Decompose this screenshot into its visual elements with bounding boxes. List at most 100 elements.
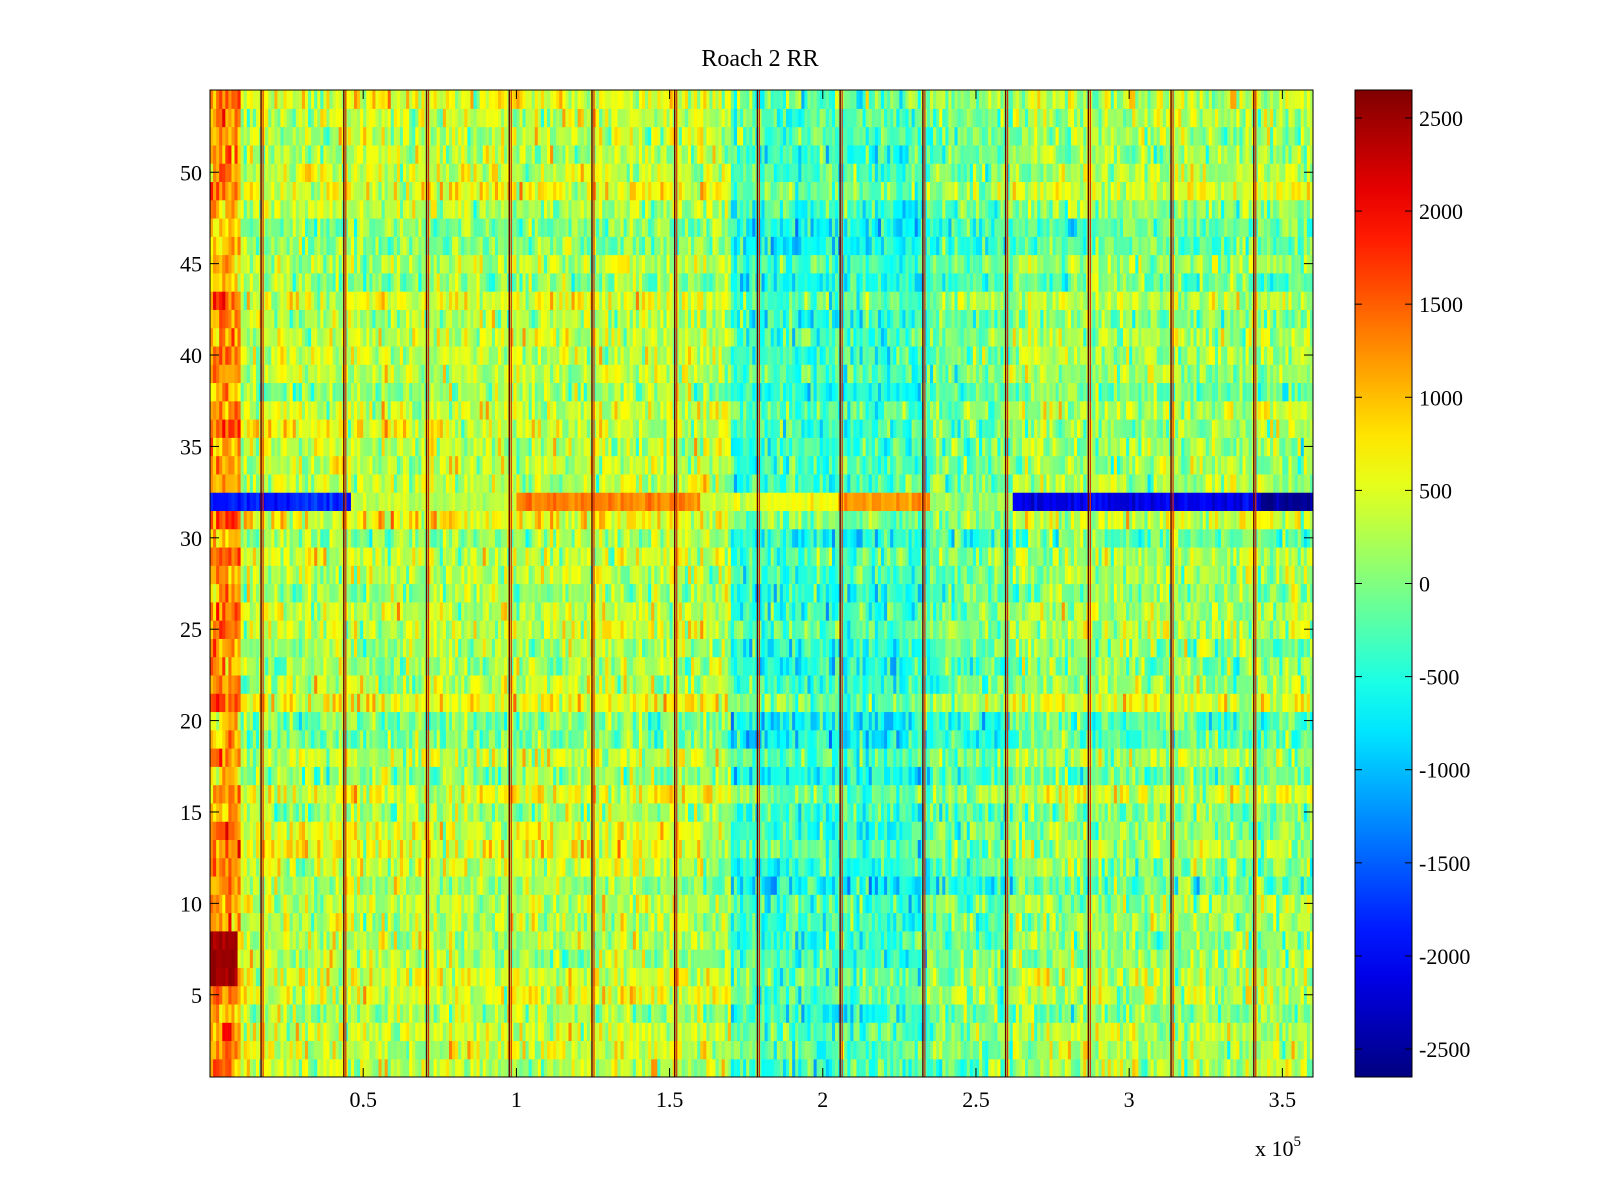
heatmap-cell (669, 1040, 674, 1060)
heatmap-cell (1074, 1040, 1078, 1060)
heatmap-cell (782, 1058, 787, 1077)
heatmap-cell (231, 1040, 236, 1060)
heatmap-cell (880, 1022, 885, 1042)
heatmap-cell (835, 1022, 839, 1042)
heatmap-cell (730, 1040, 735, 1060)
heatmap-cell (847, 1040, 851, 1060)
heatmap-cell (448, 1040, 453, 1060)
heatmap-cell (409, 1022, 413, 1042)
heatmap-cell (427, 1003, 432, 1023)
heatmap-cell (210, 1003, 214, 1023)
heatmap-cell (274, 1003, 278, 1023)
heatmap-cell (458, 1003, 462, 1023)
heatmap-cell (660, 1058, 665, 1077)
heatmap-cell (519, 1040, 524, 1060)
heatmap-cell (1083, 1040, 1087, 1060)
heatmap-cell (862, 1022, 867, 1042)
heatmap-cell (1147, 1058, 1152, 1077)
heatmap-cell (243, 1058, 248, 1077)
heatmap-cell (718, 1040, 723, 1060)
heatmap-cell (237, 1040, 242, 1060)
heatmap-cell (1175, 1022, 1179, 1042)
heatmap-cell (430, 1022, 435, 1042)
heatmap-cell (914, 1058, 919, 1077)
heatmap-cell (1092, 1022, 1097, 1042)
heatmap-cell (559, 1022, 563, 1042)
heatmap-cell (1178, 1040, 1182, 1060)
heatmap-cell (1306, 1022, 1311, 1042)
heatmap-cell (580, 1058, 585, 1077)
heatmap-cell (240, 1022, 245, 1042)
heatmap-cell (519, 1058, 524, 1077)
heatmap-cell (816, 1022, 821, 1042)
heatmap-cell (592, 1003, 597, 1023)
heatmap-cell (620, 1058, 625, 1077)
heatmap-cell (948, 1022, 953, 1042)
heatmap-cell (871, 1040, 876, 1060)
heatmap-cell (335, 1003, 340, 1023)
heatmap-cell (1273, 1058, 1277, 1077)
heatmap-cell (807, 1022, 812, 1042)
heatmap-cell (317, 1003, 321, 1023)
heatmap-cell (1165, 1040, 1170, 1060)
heatmap-cell (461, 1003, 465, 1023)
heatmap-cell (666, 1040, 671, 1060)
heatmap-cell (534, 1040, 539, 1060)
heatmap-cell (1224, 1040, 1228, 1060)
heatmap-cell (314, 1003, 318, 1023)
heatmap-cell (651, 1040, 655, 1060)
heatmap-cell (675, 1022, 680, 1042)
heatmap-cell (409, 1058, 413, 1077)
heatmap-cell (1132, 1040, 1136, 1060)
heatmap-cell (1135, 1040, 1139, 1060)
heatmap-cell (372, 1040, 377, 1060)
heatmap-cell (338, 1003, 343, 1023)
heatmap-cell (216, 1003, 220, 1023)
heatmap-cell (464, 1003, 468, 1023)
heatmap-cell (801, 1022, 805, 1042)
heatmap-cell (580, 1003, 585, 1023)
heatmap-cell (1285, 1040, 1290, 1060)
heatmap-cell (249, 1040, 254, 1060)
heatmap-cell (295, 1040, 300, 1060)
heatmap-cell (479, 1040, 484, 1060)
heatmap-cell (298, 1058, 303, 1077)
heatmap-cell (954, 1040, 959, 1060)
heatmap-cell (513, 1003, 517, 1023)
heatmap-cell (583, 1058, 588, 1077)
heatmap-cell (363, 1003, 367, 1023)
heatmap-cell (317, 1058, 321, 1077)
heatmap-cell (1211, 1022, 1216, 1042)
heatmap-cell (896, 1040, 900, 1060)
heatmap-cell (384, 1003, 389, 1023)
heatmap-cell (418, 1022, 422, 1042)
heatmap-cell (988, 1058, 992, 1077)
heatmap-cell (252, 1003, 257, 1023)
heatmap-cell (877, 1040, 882, 1060)
heatmap-cell (727, 1040, 732, 1060)
heatmap-cell (865, 1022, 870, 1042)
heatmap-cell (1300, 1022, 1305, 1042)
heatmap-cell (461, 1022, 465, 1042)
heatmap-cell (960, 1058, 965, 1077)
heatmap-cell (452, 1040, 456, 1060)
heatmap-cell (534, 1058, 539, 1077)
heatmap-cell (1288, 1022, 1293, 1042)
heatmap-cell (586, 1058, 591, 1077)
heatmap-cell (1193, 1058, 1198, 1077)
heatmap-cell (936, 1058, 940, 1077)
heatmap-cell (715, 1022, 720, 1042)
heatmap-cell (409, 1040, 413, 1060)
heatmap-cell (1040, 1040, 1044, 1060)
heatmap-cell (1098, 1040, 1103, 1060)
heatmap-cell (338, 1058, 343, 1077)
heatmap-cell (286, 1022, 291, 1042)
heatmap-cell (749, 1040, 753, 1060)
heatmap-cell (1095, 1058, 1100, 1077)
heatmap-cell (1024, 1040, 1029, 1060)
heatmap-cell (945, 1040, 949, 1060)
heatmap-cell (403, 1003, 407, 1023)
heatmap-cell (617, 1040, 622, 1060)
heatmap-cell (1101, 1058, 1106, 1077)
heatmap-cell (764, 1022, 769, 1042)
